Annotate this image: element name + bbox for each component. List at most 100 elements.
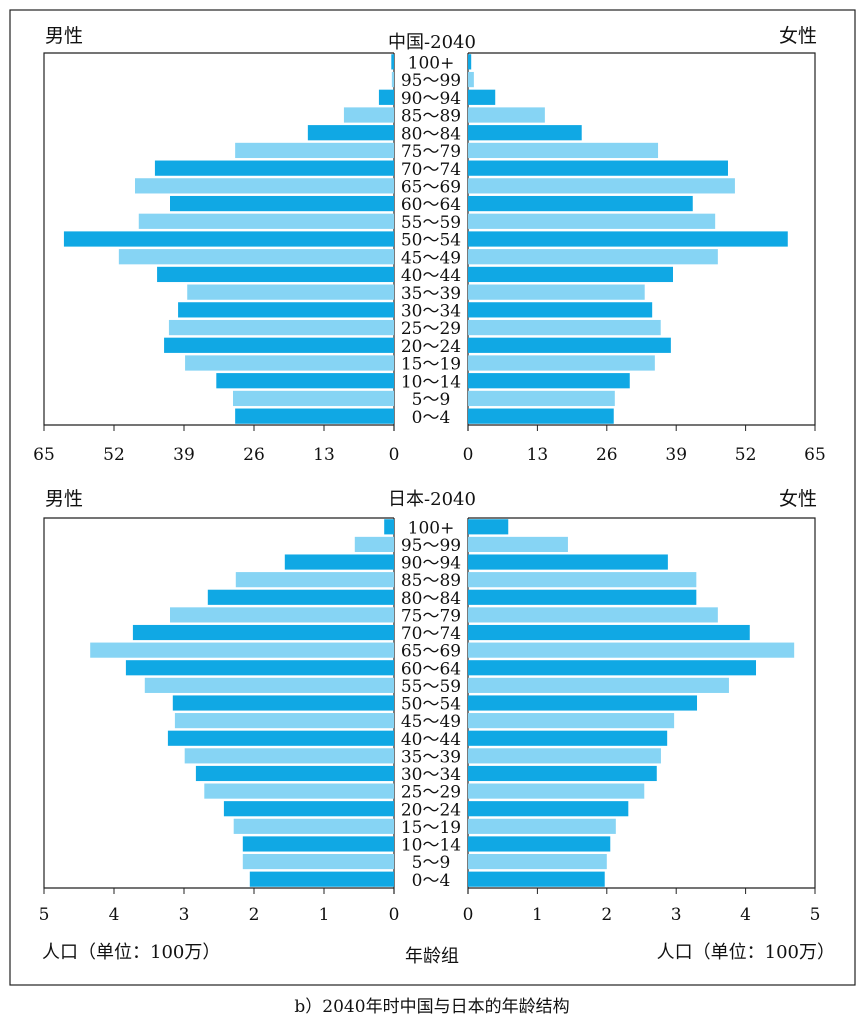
bar-male [233,818,394,834]
age-group-label: 40～44 [401,266,461,286]
bar-female [468,836,611,852]
bar-male [168,319,394,336]
bar-male [223,801,394,817]
bar-female [468,213,716,229]
bar-male [172,695,394,711]
age-group-label: 0～4 [412,871,451,891]
bar-female [468,677,729,693]
female-label: 女性 [779,25,817,47]
x-tick-label-left: 2 [249,905,260,925]
bar-female [468,730,668,746]
bar-female [468,337,671,353]
age-group-label: 5～9 [412,390,451,410]
age-group-label: 30～34 [401,765,461,785]
age-group-label: 15～19 [401,355,461,375]
right-plot-frame [468,517,816,889]
bar-female [468,231,788,247]
bar-male [384,519,394,535]
bar-female [468,713,675,729]
x-tick-label-left: 26 [243,445,265,465]
bar-female [468,607,718,623]
age-group-label: 75～79 [401,606,461,626]
bar-female [468,160,728,176]
bar-male [154,160,394,176]
age-group-label: 60～64 [401,195,461,215]
age-group-label: 65～69 [401,642,461,662]
bar-male [63,231,395,247]
bar-female [468,390,615,407]
age-group-label: 55～59 [401,213,461,233]
age-group-label: 65～69 [401,177,461,197]
bar-female [468,89,496,105]
x-axis-label-right: 人口（单位：100万） [657,942,835,963]
age-group-label: 10～14 [401,372,461,392]
bar-female [468,589,697,605]
bar-male [118,249,394,265]
bar-male [138,213,394,229]
age-group-label: 5～9 [412,853,451,873]
x-tick-label-left: 5 [39,905,50,925]
female-label: 女性 [779,488,817,510]
chart-title: 中国-2040 [388,32,476,53]
bar-female [468,107,545,123]
bar-female [468,624,750,641]
x-tick-label-left: 0 [389,445,400,465]
figure-caption: b）2040年时中国与日本的年龄结构 [294,997,569,1017]
x-tick-label-right: 1 [532,905,543,925]
bar-female [468,373,630,389]
x-tick-label-right: 65 [804,445,826,465]
age-group-label: 50～54 [401,695,461,715]
age-group-label: 10～14 [401,836,461,856]
bar-female [468,284,645,300]
male-label: 男性 [45,25,83,47]
age-group-label: 20～24 [401,337,461,357]
bar-male [184,748,394,764]
age-group-label: 30～34 [401,301,461,321]
bar-female [468,572,697,588]
bar-female [468,853,607,870]
age-group-label: 90～94 [401,554,461,574]
age-group-label: 90～94 [401,89,461,109]
bar-female [468,519,509,535]
x-tick-label-right: 0 [463,445,474,465]
bar-female [468,71,474,88]
bar-female [468,319,661,336]
bar-male [167,730,394,746]
bar-male [187,284,394,300]
age-group-label: 25～29 [401,783,461,803]
figure-frame [9,9,856,986]
bar-male [354,536,394,553]
bar-female [468,249,718,265]
bar-male [284,554,394,570]
bar-female [468,355,655,371]
age-group-label: 15～19 [401,818,461,838]
bar-male [170,607,394,623]
bar-male [216,373,394,389]
bar-male [249,871,394,887]
x-axis-label-left: 人口（单位：100万） [42,942,220,963]
age-group-label: 60～64 [401,659,461,679]
bar-male [343,107,394,123]
bar-male [178,302,394,318]
bar-female [468,642,795,658]
age-group-label: 80～84 [401,589,461,609]
bar-female [468,195,693,212]
right-plot-frame [468,52,816,426]
bar-male [391,71,394,88]
age-group-label: 80～84 [401,124,461,144]
bar-male [90,642,394,658]
bar-male [170,195,394,212]
x-tick-label-left: 0 [389,905,400,925]
bar-female [468,818,616,834]
bar-male [157,266,394,283]
age-group-label: 45～49 [401,712,461,732]
age-group-label: 85～89 [401,571,461,591]
bar-female [468,783,645,799]
bar-male [235,408,394,424]
age-group-label: 25～29 [401,319,461,339]
age-group-label: 55～59 [401,677,461,697]
x-tick-label-right: 0 [463,905,474,925]
age-group-label: 95～99 [401,71,461,91]
x-tick-label-left: 3 [179,905,190,925]
